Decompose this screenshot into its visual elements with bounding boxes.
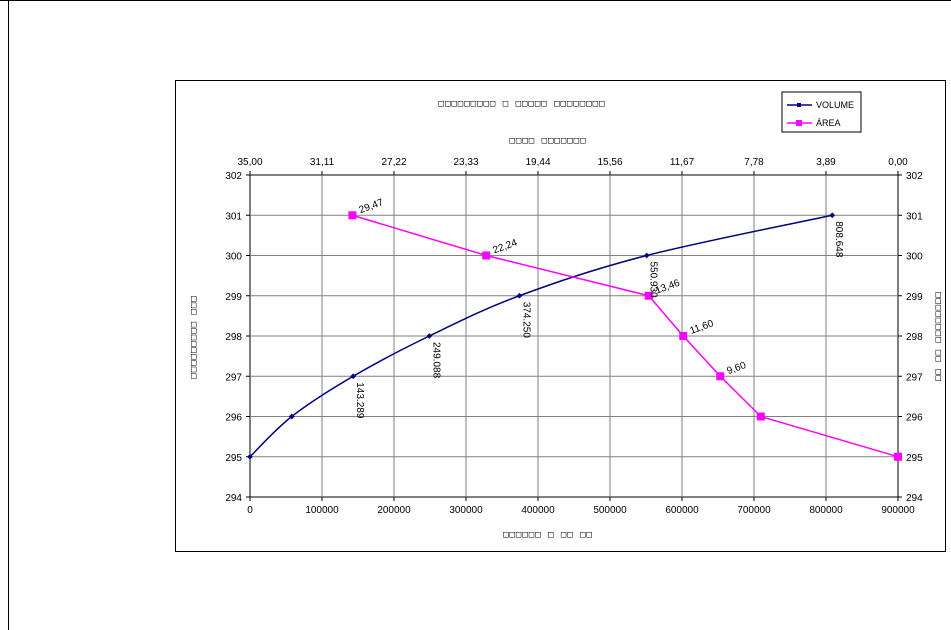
page-left-border: [8, 0, 9, 630]
legend-volume-label: VOLUME: [816, 100, 854, 110]
series-volume-marker: [426, 333, 433, 339]
legend-volume-marker: [797, 103, 801, 107]
y-right-tick-label: 297: [906, 372, 923, 383]
series-area-data-label: 29,47: [358, 197, 386, 216]
series-volume-data-label: 550.930: [648, 262, 659, 299]
y-left-tick-label: 302: [225, 171, 242, 182]
chart-container: 0 35,00 100000 31,11 200000 27,22 300000 23,33 4…: [175, 80, 946, 552]
series-area-data-label: 9,60: [726, 360, 748, 377]
chart-title: □□□□□□□□□ □ □□□□□ □□□□□□□□: [439, 99, 606, 109]
series-volume-marker: [643, 252, 650, 259]
chart-svg: 0 35,00 100000 31,11 200000 27,22 300000 23,33 4…: [189, 91, 943, 540]
x-bottom-tick-label: 100000: [305, 505, 339, 516]
chart-legend: VOLUME ÁREA: [781, 91, 862, 133]
series-area-data-label: 11,60: [688, 318, 715, 337]
series-layer: [247, 211, 902, 461]
x-top-tick-label: 31,11: [310, 157, 335, 168]
x-bottom-tick-label: 200000: [377, 505, 411, 516]
x-bottom-tick-label: 900000: [881, 505, 915, 516]
page-top-border: [0, 0, 951, 1]
series-area-marker: [756, 412, 765, 421]
top-axis-title: □□□□ □□□□□□□: [509, 136, 586, 146]
label-layer: 143.289 249.088 374.250 550.930 808.648 9,60 1…: [354, 197, 844, 419]
x-bottom-tick-label: 500000: [593, 505, 627, 516]
x-top-tick-label: 19,44: [525, 157, 550, 168]
x-top-tick-label: 15,56: [597, 157, 622, 168]
series-area-marker: [348, 211, 357, 220]
y-left-tick-label: 299: [225, 292, 242, 303]
left-axis-title: □□□□□□□□□ □□□: [189, 295, 199, 378]
y-right-tick-label: 294: [906, 493, 923, 504]
axis-layer: 0 35,00 100000 31,11 200000 27,22 300000 23,33 4…: [225, 157, 923, 516]
y-right-tick-label: 302: [906, 171, 923, 182]
x-top-tick-label: 27,22: [381, 157, 406, 168]
x-top-tick-label: 35,00: [237, 157, 262, 168]
y-left-tick-label: 301: [225, 211, 242, 222]
series-volume-marker: [516, 292, 523, 299]
series-area-marker: [644, 291, 653, 300]
x-bottom-tick-label: 600000: [665, 505, 699, 516]
x-bottom-tick-label: 0: [247, 505, 253, 516]
series-area-marker: [679, 332, 688, 340]
x-top-tick-label: 23,33: [453, 157, 478, 168]
y-left-tick-label: 296: [225, 413, 242, 424]
y-left-tick-label: 297: [225, 372, 242, 383]
x-top-tick-label: 3,89: [816, 157, 836, 168]
series-area-marker: [894, 452, 902, 461]
series-volume-data-label: 808.648: [833, 221, 844, 258]
x-top-tick-label: 11,67: [670, 157, 695, 168]
y-right-tick-label: 296: [906, 413, 923, 424]
legend-area-marker: [796, 120, 802, 126]
y-left-tick-label: 300: [225, 252, 242, 263]
x-bottom-tick-label: 700000: [737, 505, 771, 516]
y-right-tick-label: 298: [906, 332, 923, 343]
series-area-marker: [716, 372, 725, 381]
right-axis-title: □□□□□□□□ □□ □□: [933, 292, 943, 382]
bottom-axis-title: □□□□□□ □ □□ □□: [503, 530, 593, 540]
x-top-tick-label: 7,78: [744, 157, 764, 168]
x-bottom-tick-label: 300000: [449, 505, 483, 516]
y-left-tick-label: 298: [225, 332, 242, 343]
series-volume-data-label: 374.250: [520, 302, 531, 339]
legend-box: [781, 91, 862, 133]
series-volume-marker: [829, 212, 836, 219]
y-right-tick-label: 301: [906, 211, 923, 222]
x-bottom-tick-label: 400000: [521, 505, 555, 516]
y-right-tick-label: 300: [906, 252, 923, 263]
x-top-tick-label: 0,00: [888, 157, 908, 168]
legend-area-label: ÁREA: [816, 118, 841, 128]
series-volume-data-label: 143.289: [354, 382, 365, 419]
series-volume-line: [249, 214, 833, 458]
x-bottom-tick-label: 800000: [809, 505, 843, 516]
y-right-tick-label: 299: [906, 292, 923, 303]
y-left-tick-label: 295: [225, 453, 242, 464]
y-right-tick-label: 295: [906, 453, 923, 464]
series-volume-marker: [247, 453, 253, 460]
y-left-tick-label: 294: [225, 493, 242, 504]
series-area-marker: [482, 251, 491, 260]
series-volume-marker: [350, 373, 356, 380]
series-area-data-label: 22,24: [492, 237, 520, 256]
series-volume-data-label: 249.088: [430, 342, 441, 379]
grid-layer: [249, 174, 899, 498]
